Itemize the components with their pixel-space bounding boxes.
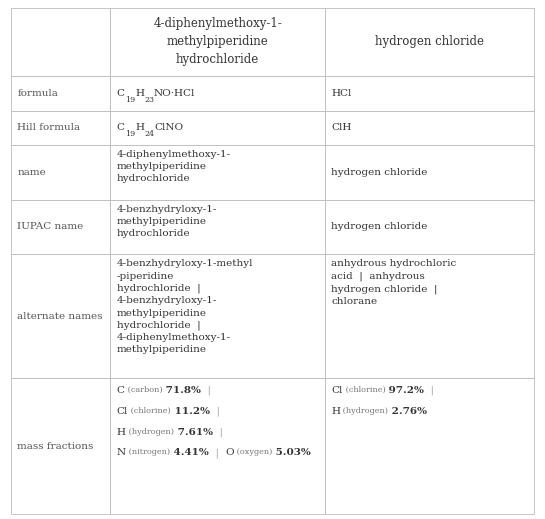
Bar — [325, 145, 534, 200]
Text: Cl: Cl — [331, 386, 343, 395]
Text: 97.2%: 97.2% — [385, 386, 425, 395]
Text: anhydrous hydrochloric
acid  |  anhydrous
hydrogen chloride  |
chlorane: anhydrous hydrochloric acid | anhydrous … — [331, 260, 457, 306]
Text: |: | — [209, 448, 219, 458]
Text: (hydrogen): (hydrogen) — [126, 428, 174, 435]
Text: mass fractions: mass fractions — [17, 442, 94, 450]
Text: 7.61%: 7.61% — [174, 428, 213, 436]
Bar — [325, 76, 534, 111]
Bar — [11, 8, 110, 76]
Text: 4-benzhydryloxy-1-
methylpiperidine
hydrochloride: 4-benzhydryloxy-1- methylpiperidine hydr… — [117, 205, 217, 238]
Bar — [110, 145, 325, 200]
Text: (chlorine): (chlorine) — [128, 407, 171, 415]
Text: 4-benzhydryloxy-1-methyl
-piperidine
hydrochloride  |
4-benzhydryloxy-1-
methylp: 4-benzhydryloxy-1-methyl -piperidine hyd… — [117, 260, 253, 354]
Bar — [11, 111, 110, 145]
Bar — [110, 378, 325, 514]
Bar — [325, 378, 534, 514]
Text: (chlorine): (chlorine) — [343, 386, 385, 394]
Text: (hydrogen): (hydrogen) — [341, 407, 389, 415]
Text: NO·HCl: NO·HCl — [154, 89, 195, 98]
Text: H: H — [135, 89, 144, 98]
Text: hydrogen chloride: hydrogen chloride — [331, 223, 428, 231]
Bar — [325, 254, 534, 378]
Text: C: C — [117, 123, 125, 132]
Text: |: | — [210, 407, 220, 416]
Text: 2.76%: 2.76% — [389, 407, 427, 416]
Text: ClNO: ClNO — [154, 123, 183, 132]
Text: 4-diphenylmethoxy-1-
methylpiperidine
hydrochloride: 4-diphenylmethoxy-1- methylpiperidine hy… — [117, 150, 231, 183]
Text: N: N — [117, 448, 126, 457]
Text: 19: 19 — [125, 130, 135, 138]
Text: alternate names: alternate names — [17, 312, 103, 321]
Bar — [11, 254, 110, 378]
Text: (oxygen): (oxygen) — [234, 448, 272, 456]
Text: ClH: ClH — [331, 123, 352, 132]
Text: Cl: Cl — [117, 407, 128, 416]
Bar — [325, 111, 534, 145]
Text: C: C — [117, 89, 125, 98]
Bar — [110, 200, 325, 254]
Text: O: O — [226, 448, 234, 457]
Text: 11.2%: 11.2% — [171, 407, 210, 416]
Bar — [110, 111, 325, 145]
Text: Hill formula: Hill formula — [17, 123, 81, 132]
Bar — [11, 200, 110, 254]
Text: hydrogen chloride: hydrogen chloride — [375, 35, 484, 48]
Text: 24: 24 — [144, 130, 154, 138]
Text: IUPAC name: IUPAC name — [17, 223, 84, 231]
Bar — [11, 145, 110, 200]
Text: 71.8%: 71.8% — [162, 386, 201, 395]
Text: H: H — [135, 123, 144, 132]
Bar — [11, 76, 110, 111]
Bar — [110, 254, 325, 378]
Text: name: name — [17, 168, 46, 177]
Bar — [110, 76, 325, 111]
Text: |: | — [201, 386, 211, 395]
Text: 23: 23 — [144, 95, 154, 103]
Text: |: | — [213, 428, 223, 437]
Text: 4.41%: 4.41% — [170, 448, 209, 457]
Bar — [11, 378, 110, 514]
Text: 4-diphenylmethoxy-1-
methylpiperidine
hydrochloride: 4-diphenylmethoxy-1- methylpiperidine hy… — [153, 18, 282, 66]
Text: H: H — [117, 428, 126, 436]
Bar — [325, 200, 534, 254]
Text: formula: formula — [17, 89, 58, 98]
Text: 5.03%: 5.03% — [272, 448, 311, 457]
Bar — [110, 8, 325, 76]
Text: (carbon): (carbon) — [125, 386, 162, 394]
Text: |: | — [425, 386, 434, 395]
Text: 19: 19 — [125, 95, 135, 103]
Text: (nitrogen): (nitrogen) — [126, 448, 170, 456]
Bar — [325, 8, 534, 76]
Text: C: C — [117, 386, 125, 395]
Text: HCl: HCl — [331, 89, 352, 98]
Text: hydrogen chloride: hydrogen chloride — [331, 168, 428, 177]
Text: H: H — [331, 407, 341, 416]
